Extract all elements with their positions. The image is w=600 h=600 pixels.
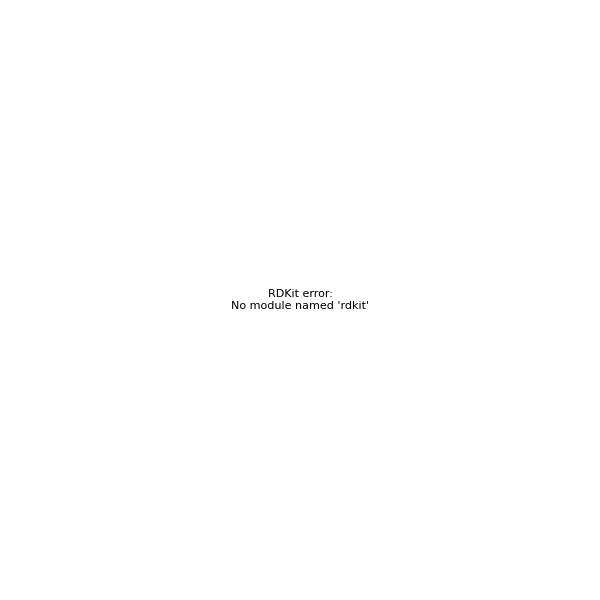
Text: RDKit error:
No module named 'rdkit': RDKit error: No module named 'rdkit' (231, 289, 369, 311)
